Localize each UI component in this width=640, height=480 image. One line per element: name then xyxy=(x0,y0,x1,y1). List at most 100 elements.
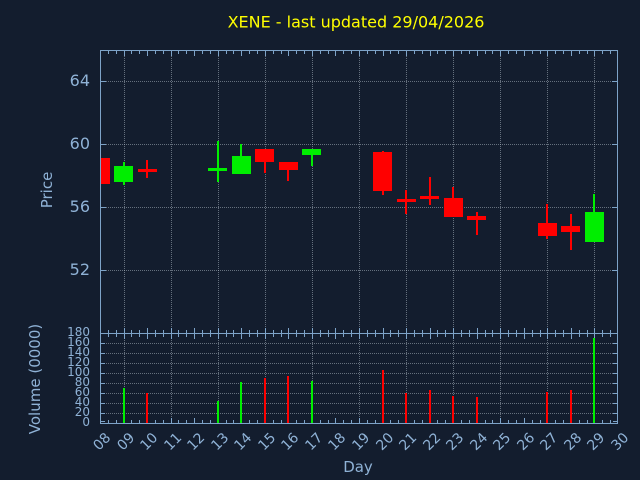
x-minor-tick xyxy=(186,51,188,54)
candle-day-27 xyxy=(537,222,557,237)
volume-bar-day-15 xyxy=(263,378,266,423)
x-major-tick xyxy=(264,334,266,339)
x-minor-tick xyxy=(351,330,353,333)
x-major-tick xyxy=(500,328,502,333)
volume-bar-day-29 xyxy=(593,338,596,423)
day-gridline xyxy=(170,51,172,333)
x-minor-tick xyxy=(154,330,156,333)
x-minor-tick xyxy=(437,334,439,337)
volume-tick xyxy=(101,353,105,354)
x-minor-tick xyxy=(508,51,510,54)
x-minor-tick xyxy=(154,420,156,423)
x-minor-tick xyxy=(515,334,517,337)
volume-tick xyxy=(101,343,105,344)
x-minor-tick xyxy=(461,334,463,337)
x-minor-tick xyxy=(178,420,180,423)
x-major-tick xyxy=(500,334,502,339)
x-major-tick xyxy=(570,328,572,333)
x-minor-tick xyxy=(484,420,486,423)
volume-bar-day-17 xyxy=(310,381,313,423)
x-minor-tick xyxy=(154,51,156,54)
x-minor-tick xyxy=(115,420,117,423)
x-minor-tick xyxy=(602,330,604,333)
volume-bar-day-22 xyxy=(428,389,431,423)
x-minor-tick xyxy=(563,51,565,54)
volume-tick xyxy=(613,413,617,414)
x-minor-tick xyxy=(555,420,557,423)
x-major-tick xyxy=(500,51,502,56)
x-minor-tick xyxy=(413,330,415,333)
volume-tick-label: 140 xyxy=(67,345,90,359)
price-tick xyxy=(612,207,617,209)
x-minor-tick xyxy=(233,330,235,333)
volume-tick-label: 120 xyxy=(67,355,90,369)
x-minor-tick xyxy=(586,420,588,423)
day-gridline xyxy=(359,51,360,333)
x-major-tick xyxy=(523,334,525,339)
x-minor-tick xyxy=(131,51,133,54)
volume-tick xyxy=(613,353,617,354)
x-minor-tick xyxy=(256,330,258,333)
x-minor-tick xyxy=(421,51,423,54)
x-minor-tick xyxy=(202,334,204,337)
x-minor-tick xyxy=(421,420,423,423)
volume-tick xyxy=(613,383,617,384)
candle-wick-day-16 xyxy=(287,161,290,182)
day-gridline xyxy=(547,51,549,333)
candle-wick-day-27 xyxy=(546,204,549,239)
x-minor-tick xyxy=(366,330,368,333)
x-minor-tick xyxy=(374,420,376,423)
volume-bar-day-28 xyxy=(569,389,572,423)
x-minor-tick xyxy=(327,420,329,423)
x-major-tick xyxy=(359,51,360,56)
candle-day-24 xyxy=(467,215,487,220)
x-minor-tick xyxy=(296,51,298,54)
price-tick-label: 56 xyxy=(69,197,90,217)
volume-bar-day-14 xyxy=(240,382,243,423)
candle-wick-day-22 xyxy=(428,177,431,205)
volume-tick-label: 160 xyxy=(67,335,90,349)
volume-tick-label: 60 xyxy=(74,385,90,399)
x-major-tick xyxy=(241,334,243,339)
x-major-tick xyxy=(311,51,313,56)
candle-wick-day-13 xyxy=(216,141,219,183)
day-gridline xyxy=(406,334,408,423)
x-major-tick xyxy=(594,51,596,56)
x-minor-tick xyxy=(327,51,329,54)
x-minor-tick xyxy=(492,51,494,54)
x-minor-tick xyxy=(256,51,258,54)
x-minor-tick xyxy=(178,330,180,333)
volume-bar-day-24 xyxy=(475,396,478,423)
x-minor-tick xyxy=(555,51,557,54)
day-gridline xyxy=(311,51,313,333)
x-minor-tick xyxy=(202,51,204,54)
x-minor-tick xyxy=(610,330,612,333)
x-major-tick xyxy=(453,328,455,333)
x-minor-tick xyxy=(327,334,329,337)
volume-plot xyxy=(100,333,618,424)
volume-tick xyxy=(613,393,617,394)
x-major-tick xyxy=(123,51,125,56)
volume-tick-label: 0 xyxy=(82,415,90,429)
x-minor-tick xyxy=(461,420,463,423)
x-minor-tick xyxy=(280,51,282,54)
x-minor-tick xyxy=(610,420,612,423)
x-major-tick xyxy=(429,328,431,333)
x-minor-tick xyxy=(515,420,517,423)
x-major-tick xyxy=(170,328,172,333)
x-minor-tick xyxy=(445,334,447,337)
x-minor-tick xyxy=(202,420,204,423)
x-minor-tick xyxy=(296,334,298,337)
x-minor-tick xyxy=(162,334,164,337)
x-minor-tick xyxy=(186,334,188,337)
x-minor-tick xyxy=(327,330,329,333)
x-minor-tick xyxy=(366,51,368,54)
x-major-tick xyxy=(264,328,266,333)
x-minor-tick xyxy=(162,51,164,54)
x-major-tick xyxy=(123,328,125,333)
x-major-tick xyxy=(147,328,149,333)
x-major-tick xyxy=(406,51,408,56)
volume-bar-day-13 xyxy=(216,401,219,423)
x-minor-tick xyxy=(139,330,141,333)
x-major-tick xyxy=(100,51,101,56)
